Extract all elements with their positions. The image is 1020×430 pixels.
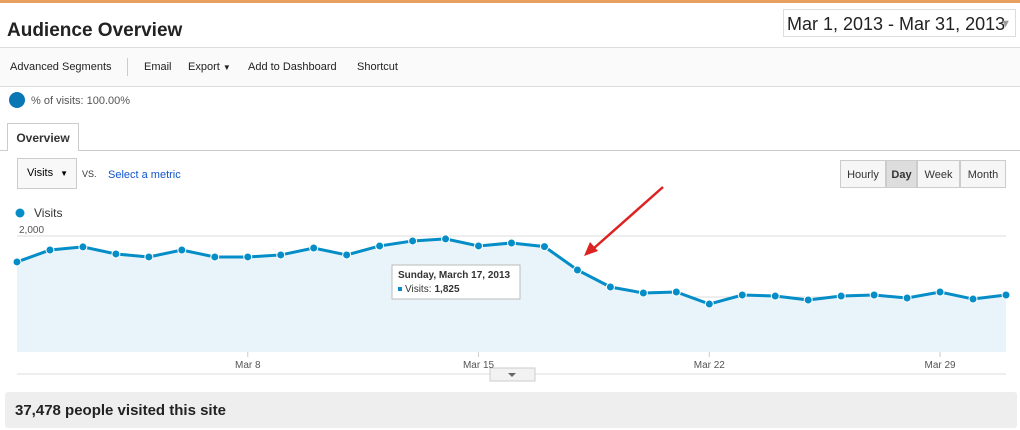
top-bar — [0, 0, 1020, 3]
tab[interactable]: Overview — [7, 123, 79, 151]
y-tick-label: 2,000 — [19, 225, 44, 236]
point — [111, 249, 121, 259]
point — [1001, 290, 1011, 300]
summary-box: 37,478 people visited this site — [5, 392, 1017, 428]
point — [144, 252, 154, 262]
dropdown-arrow: ▼ — [1000, 18, 1011, 30]
select-metric[interactable]: Select a metric — [108, 169, 181, 181]
toolbar-item[interactable]: Shortcut — [357, 61, 398, 73]
arrow-head — [584, 242, 598, 256]
point — [902, 293, 912, 303]
point — [309, 243, 319, 253]
point — [572, 265, 582, 275]
point — [474, 241, 484, 251]
point — [704, 299, 714, 309]
toolbar-item[interactable]: Advanced Segments — [10, 61, 112, 73]
point — [803, 295, 813, 305]
point — [770, 291, 780, 301]
point — [935, 287, 945, 297]
point — [638, 288, 648, 298]
tooltip-box — [391, 264, 521, 300]
segment-pie — [9, 92, 25, 108]
toolbar-item[interactable]: Email — [144, 61, 172, 73]
tooltip-title: Sunday, March 17, 2013 — [398, 270, 511, 281]
granularity-button[interactable]: Week — [917, 160, 960, 188]
metric-text: Visits — [27, 167, 54, 179]
summary-text: 37,478 people visited this site — [15, 402, 226, 419]
x-tick-label: Mar 8 — [235, 360, 261, 371]
point — [737, 290, 747, 300]
segment-label: % of visits: 100.00% — [31, 95, 131, 107]
point — [243, 252, 253, 262]
point — [539, 242, 549, 252]
toolbar — [0, 47, 1020, 87]
metric-dropdown[interactable]: Visits ▼ — [17, 158, 77, 189]
point — [869, 290, 879, 300]
annotation-arrow — [592, 186, 664, 250]
legend-dot — [15, 208, 25, 218]
point — [671, 287, 681, 297]
date-range[interactable]: Mar 1, 2013 - Mar 31, 2013 ▼ — [783, 9, 1016, 37]
point — [78, 242, 88, 252]
tooltip-label: Visits: — [405, 284, 432, 295]
point — [177, 245, 187, 255]
x-tick-label: Mar 22 — [694, 360, 726, 371]
toolbar-item[interactable]: Export ▼ — [188, 61, 231, 73]
point — [12, 257, 22, 267]
toolbar-item-text: Export — [188, 61, 220, 73]
point — [276, 250, 286, 260]
point — [605, 282, 615, 292]
toolbar-item[interactable]: Add to Dashboard — [248, 61, 337, 73]
point — [507, 238, 516, 248]
x-tick-label: Mar 15 — [463, 360, 495, 371]
dropdown-arrow: ▼ — [60, 169, 68, 178]
x-tick-label: Mar 29 — [925, 360, 957, 371]
handle-arrow — [508, 373, 516, 377]
point — [441, 234, 451, 244]
point — [968, 294, 978, 304]
date-range-text: Mar 1, 2013 - Mar 31, 2013 — [787, 14, 1006, 34]
point — [836, 291, 846, 301]
page-title: Audience Overview — [7, 20, 183, 41]
vs-label: VS. — [82, 169, 97, 179]
granularity-button[interactable]: Hourly — [840, 160, 886, 188]
tooltip-swatch — [398, 287, 402, 291]
point — [408, 236, 418, 246]
point — [342, 250, 352, 260]
separator — [127, 58, 128, 76]
point — [45, 245, 55, 255]
tab-line — [0, 150, 1020, 151]
point — [210, 252, 220, 262]
legend-label[interactable]: Visits — [34, 206, 62, 220]
point — [375, 241, 385, 251]
granularity-button[interactable]: Day — [886, 160, 917, 188]
dropdown-arrow: ▼ — [222, 63, 231, 72]
tooltip-value: 1,825 — [435, 284, 460, 295]
tooltip: Sunday, March 17, 2013 Visits: 1,825 — [391, 264, 521, 300]
granularity-button[interactable]: Month — [960, 160, 1006, 188]
